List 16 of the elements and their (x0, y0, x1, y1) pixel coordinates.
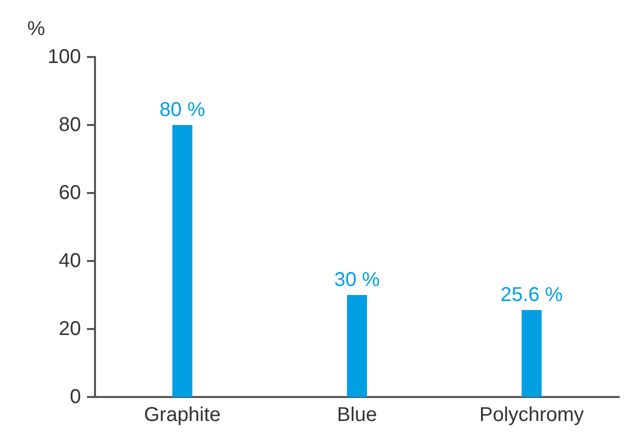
y-tick-label: 100 (48, 46, 81, 68)
bar (172, 125, 192, 397)
data-label: 30 % (334, 269, 380, 291)
y-tick-label: 20 (58, 318, 81, 340)
y-tick-label: 0 (70, 386, 81, 408)
y-tick-label: 60 (58, 182, 81, 204)
data-label: 25.6 % (500, 284, 564, 306)
x-tick-label: Graphite (144, 404, 221, 426)
x-tick-label: Blue (336, 404, 378, 426)
y-axis-title: % (27, 18, 46, 40)
x-tick-label: Polychromy (479, 404, 584, 426)
y-tick-label: 40 (58, 250, 81, 272)
bar (522, 310, 542, 397)
bar (347, 295, 367, 397)
y-tick-label: 80 (58, 114, 81, 136)
data-label: 80 % (160, 99, 206, 121)
